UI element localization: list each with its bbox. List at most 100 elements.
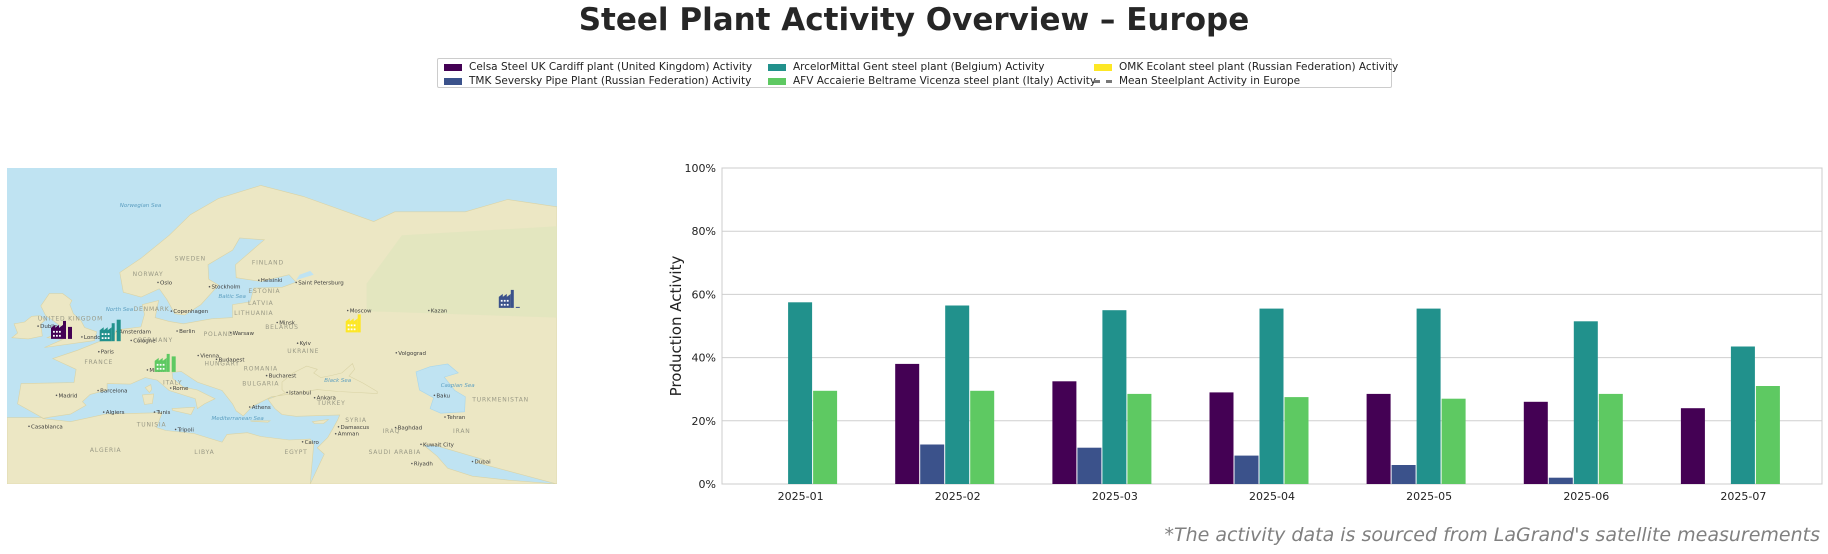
map-city-dot [176,330,178,332]
map-label-iraq: IRAQ [382,428,400,435]
y-tick-label: 100% [685,162,716,175]
y-tick-label: 20% [692,415,716,428]
page-title: Steel Plant Activity Overview – Europe [578,2,1250,38]
map-city-dot [471,460,474,463]
map-label-finland: FINLAND [252,260,284,267]
map-land-crete [250,420,271,423]
bar-afv-accaierie-beltrame-vicenza-2025-04 [1284,397,1309,484]
map-label-istanbul: Istanbul [289,390,311,396]
map-label-amman: Amman [338,432,360,438]
map-label-norway: NORWAY [133,271,164,278]
map-label-algeria: ALGERIA [90,447,122,454]
source-note: *The activity data is sourced from LaGra… [1164,524,1820,546]
bar-arcelormittal-gent-steel-plant-2025-03 [1102,310,1127,484]
bar-afv-accaierie-beltrame-vicenza-2025-02 [970,390,995,484]
map-city-dot [208,285,211,288]
map-label-tehran: Tehran [446,415,466,421]
map-label-athens: Athens [252,405,271,411]
bar-celsa-steel-uk-cardiff-plant-u-2025-07 [1680,408,1705,484]
legend-item-celsa-steel-uk-cardiff-plant-united-king: Celsa Steel UK Cardiff plant (United Kin… [444,60,752,74]
map-city-dot [146,369,149,371]
map-city-dot [197,354,199,357]
map-label-poland: POLAND [204,331,234,338]
map-label-north-sea: North Sea [106,307,134,313]
map-city-dot [346,309,349,312]
map-label-stockholm: Stockholm [212,285,241,291]
legend-label: ArcelorMittal Gent steel plant (Belgium)… [793,61,1045,73]
x-tick-label: 2025-04 [1249,490,1295,503]
map-label-turkmenistan: TURKMENISTAN [471,397,529,404]
factory-icon-tmk-seversky-pipe-plant [498,289,520,308]
map-label-warsaw: Warsaw [233,331,255,337]
map-city-dot [215,358,218,361]
map-city-dot [428,309,430,312]
map-label-syria: SYRIA [345,417,367,424]
map-label-budapest: Budapest [219,357,246,363]
plant-activity-bar [68,326,72,339]
map-city-dot [130,339,132,342]
factory-icon-arcelormittal-gent-steel-plant [99,319,121,342]
map-label-romania: ROMANIA [244,365,278,372]
map-label-tripoli: Tripoli [177,427,195,433]
map-city-dot [295,281,298,284]
map-label-kazan: Kazan [431,309,448,315]
map-label-cairo: Cairo [305,440,320,446]
bar-arcelormittal-gent-steel-plant-2025-06 [1573,321,1598,484]
map-label-black-sea: Black Sea [324,378,352,384]
map-city-dot [276,321,279,324]
map-city-dot [97,389,99,392]
legend-item-afv-accaierie-beltrame-vicenza-steel-pla: AFV Accaierie Beltrame Vicenza steel pla… [768,74,1096,88]
map-label-tunisia: TUNISIA [136,422,167,429]
y-tick-label: 80% [692,225,716,238]
map-city-dot [102,411,105,413]
bar-celsa-steel-uk-cardiff-plant-u-2025-02 [895,363,920,484]
map-city-dot [174,428,177,431]
bar-arcelormittal-gent-steel-plant-2025-01 [788,302,813,484]
map-label-ukraine: UKRAINE [287,348,319,355]
map-city-dot [81,336,83,338]
map-city-dot [248,406,251,408]
bar-celsa-steel-uk-cardiff-plant-u-2025-03 [1052,381,1077,484]
map-label-ankara: Ankara [317,396,336,402]
map-label-casablanca: Casablanca [31,424,63,430]
map-label-mediterranean-sea: Mediterranean Sea [212,416,265,422]
map-label-latvia: LATVIA [248,300,274,307]
legend-label: AFV Accaierie Beltrame Vicenza steel pla… [793,75,1097,87]
map-land-corsica [144,384,152,393]
map-label-italy: ITALY [163,380,182,387]
bar-celsa-steel-uk-cardiff-plant-u-2025-05 [1366,393,1391,484]
legend-swatch [444,77,462,85]
bar-tmk-seversky-pipe-plant-russia-2025-06 [1548,477,1573,484]
y-tick-label: 60% [692,288,716,301]
bar-afv-accaierie-beltrame-vicenza-2025-07 [1755,386,1780,484]
map-city-dot [229,332,232,334]
map-label-moscow: Moscow [350,309,372,315]
bar-tmk-seversky-pipe-plant-russia-2025-03 [1077,447,1102,484]
bar-tmk-seversky-pipe-plant-russia-2025-02 [920,444,945,484]
x-tick-label: 2025-02 [935,490,981,503]
map-label-estonia: ESTONIA [248,288,280,295]
map-land-ireland [11,315,46,340]
map-city-dot [296,342,299,344]
map-label-egypt: EGYPT [285,449,308,456]
x-tick-label: 2025-05 [1406,490,1452,503]
map-city-dot [301,441,304,443]
map-city-dot [395,352,398,354]
map-label-kuwait-city: Kuwait City [423,442,455,448]
y-axis-label: Production Activity [667,256,685,397]
legend-label: Mean Steelplant Activity in Europe [1119,75,1301,87]
bar-arcelormittal-gent-steel-plant-2025-05 [1416,308,1441,484]
bar-afv-accaierie-beltrame-vicenza-2025-01 [813,390,838,484]
map-label-paris: Paris [101,350,114,356]
legend-swatch [768,77,786,85]
map-label-cologne: Cologne [133,338,156,344]
map-label-volgograd: Volgograd [398,351,426,357]
map-city-dot [55,394,58,397]
map-label-caspian-sea: Caspian Sea [441,383,476,389]
plant-activity-bar [171,356,176,372]
legend-label: Celsa Steel UK Cardiff plant (United Kin… [469,61,753,73]
map-label-rome: Rome [173,386,189,392]
map-city-dot [334,432,337,435]
map-label-france: FRANCE [84,359,113,366]
